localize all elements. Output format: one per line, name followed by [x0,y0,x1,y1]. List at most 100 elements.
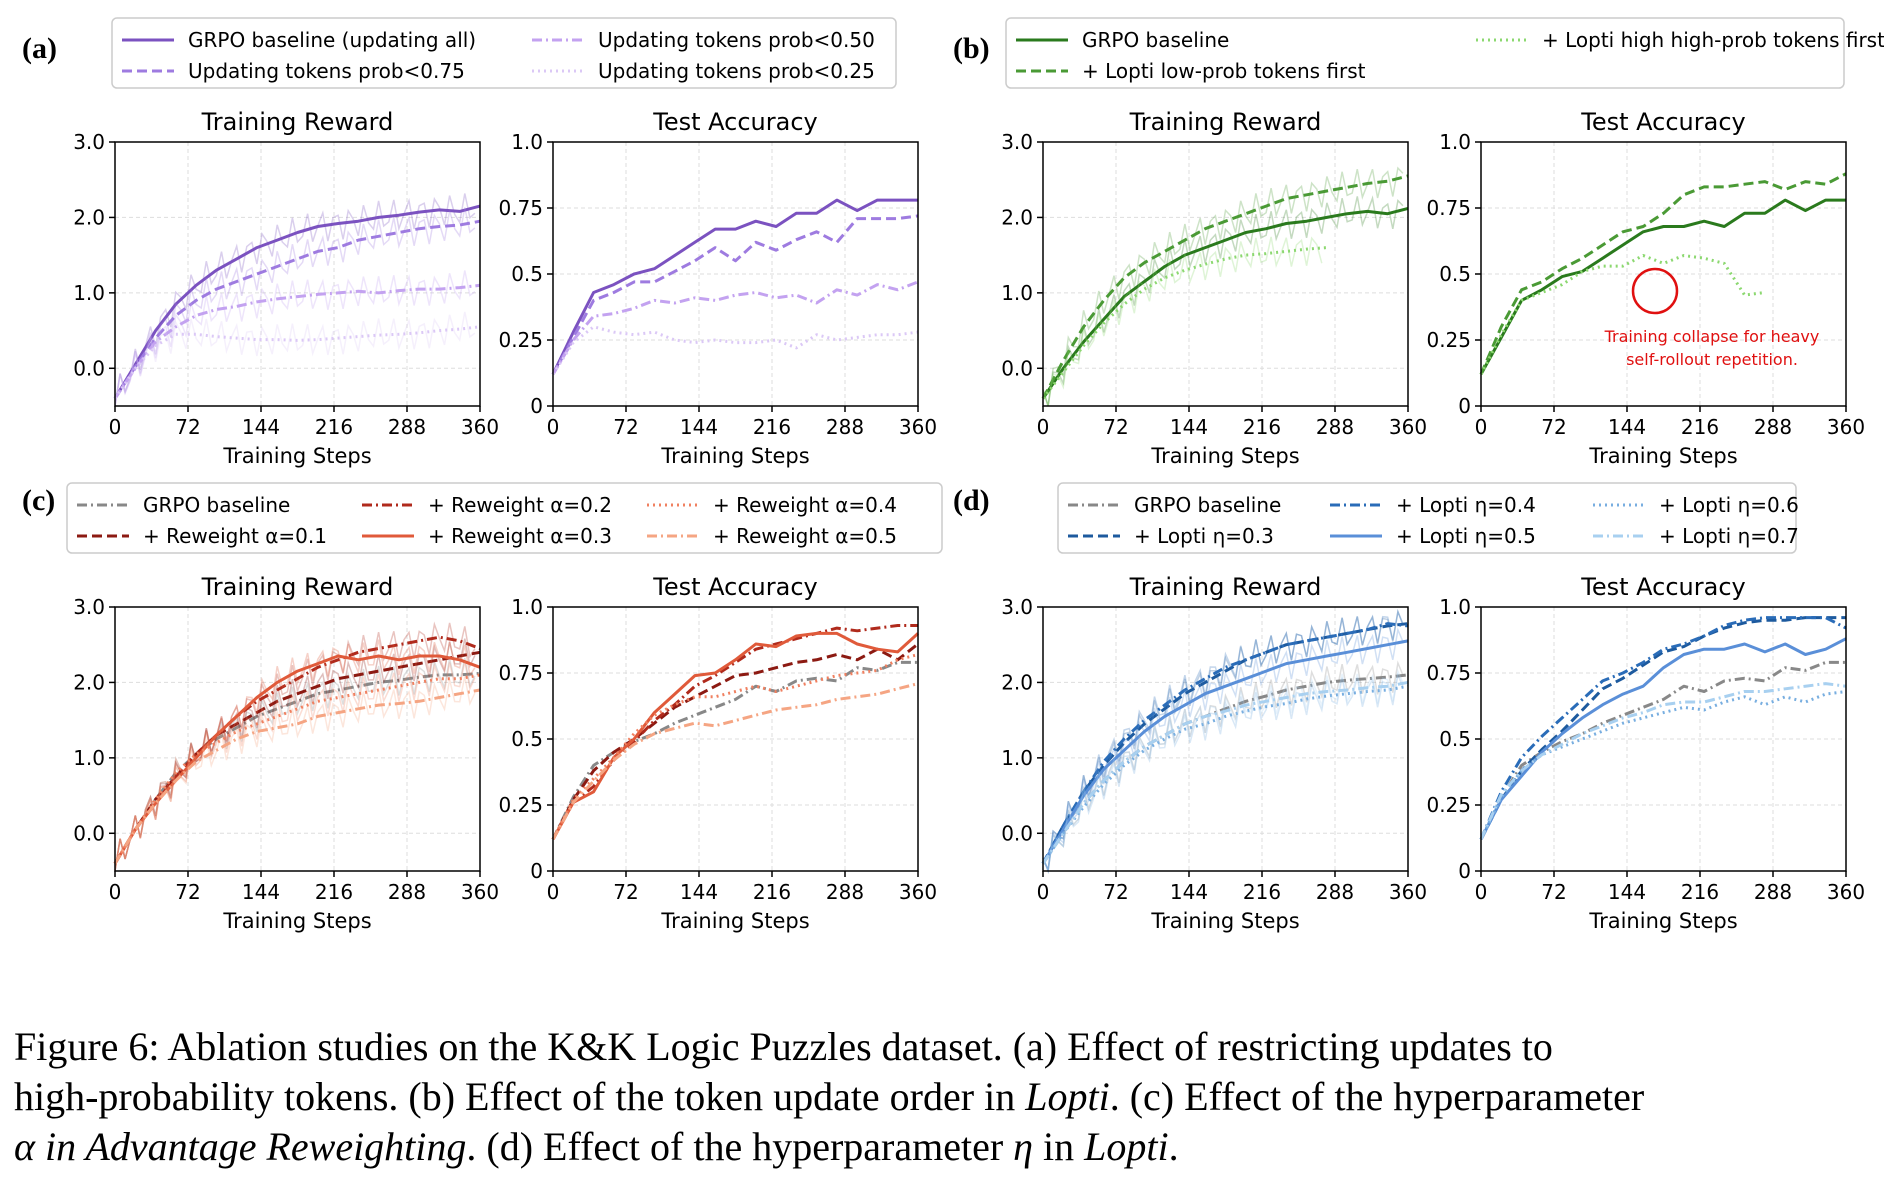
series-line [113,673,481,865]
x-tick-label: 72 [175,880,200,904]
y-tick-label: 0.75 [498,661,543,685]
y-tick-label: 3.0 [73,130,105,154]
caption-symbol: α in [14,1124,86,1169]
x-tick-label: 216 [1243,880,1281,904]
y-tick-label: 0 [1458,859,1471,883]
panel-label: (b) [953,32,990,65]
series-line [551,631,920,841]
x-tick-label: 360 [461,415,499,439]
plot-frame [114,141,481,407]
y-tick-label: 0.0 [1001,821,1033,845]
y-tick-label: 3.0 [73,595,105,619]
series-line [113,204,481,400]
subplot-title: Training Reward [201,573,394,601]
legend-box [1005,17,1845,89]
series-line [1041,206,1409,400]
x-tick-label: 0 [109,415,122,439]
x-tick-label: 72 [1103,880,1128,904]
y-tick-label: 0.25 [1426,328,1471,352]
x-tick-label: 216 [1681,415,1719,439]
x-axis-label: Training Steps [660,909,809,933]
y-tick-label: 0.5 [511,262,543,286]
series-noise [114,657,476,871]
caption-symbol: η [1013,1124,1034,1169]
annotation-text: self-rollout repetition. [1626,350,1798,369]
subplot-title: Test Accuracy [652,108,817,136]
x-tick-label: 216 [1681,880,1719,904]
y-tick-label: 1.0 [73,281,105,305]
series-line [113,219,481,400]
series-line [1479,172,1847,375]
x-tick-label: 144 [680,415,718,439]
caption-emph: Advantage Reweighting [85,1124,467,1169]
caption-line-1: Figure 6: Ablation studies on the K&K Lo… [14,1022,1874,1072]
x-tick-label: 360 [1389,880,1427,904]
x-tick-label: 288 [1316,880,1354,904]
x-axis-label: Training Steps [660,444,809,468]
figure-canvas: (a) GRPO baseline (updating all) Updating … [22,17,1884,933]
figure-caption: Figure 6: Ablation studies on the K&K Lo… [14,1022,1874,1172]
x-axis-label: Training Steps [222,909,371,933]
y-tick-label: 0.0 [73,821,105,845]
x-tick-label: 72 [613,880,638,904]
x-tick-label: 144 [1170,880,1208,904]
caption-emph: Lopti [1025,1074,1110,1119]
y-tick-label: 0.5 [1439,262,1471,286]
legend-label: GRPO baseline [1134,493,1281,517]
legend-box [111,17,897,89]
y-tick-label: 0 [530,859,543,883]
x-axis-label: Training Steps [1588,909,1737,933]
subplot-title: Training Reward [1129,573,1322,601]
x-tick-label: 0 [1475,415,1488,439]
y-tick-label: 2.0 [73,670,105,694]
plot-frame [114,606,481,872]
y-tick-label: 0.25 [498,328,543,352]
y-tick-label: 2.0 [1001,670,1033,694]
y-tick-label: 0.75 [1426,196,1471,220]
y-tick-label: 0 [530,394,543,418]
x-axis-label: Training Steps [1150,444,1299,468]
x-tick-label: 0 [547,415,560,439]
series-line [1479,682,1847,840]
series-noise [114,311,476,407]
x-tick-label: 72 [613,415,638,439]
legend-label: + Reweight α=0.5 [713,524,897,548]
series-line [1041,622,1409,865]
legend-box [66,482,943,554]
series-line [551,682,919,841]
series-line [551,642,919,840]
x-tick-label: 288 [1754,415,1792,439]
x-tick-label: 360 [899,880,937,904]
series-line [113,688,481,865]
series-line [551,198,918,375]
y-tick-label: 0.5 [1439,727,1471,751]
legend-label: + Lopti η=0.5 [1396,524,1536,548]
series-noise [114,193,476,407]
series-line [1479,637,1847,840]
legend-label: + Reweight α=0.4 [713,493,897,517]
y-tick-label: 1.0 [1001,746,1033,770]
x-tick-label: 216 [753,880,791,904]
x-tick-label: 216 [1243,415,1281,439]
legend-label: + Reweight α=0.1 [143,524,327,548]
x-axis-label: Training Steps [1588,444,1737,468]
series-line [551,325,919,376]
series-line [1479,616,1846,840]
series-noise [1042,166,1404,406]
caption-text: . (d) Effect of the hyperparameter [466,1124,1014,1169]
x-tick-label: 0 [1475,880,1488,904]
panel-label: (c) [22,484,55,517]
caption-line-2: high-probability tokens. (b) Effect of t… [14,1072,1874,1122]
series-line [1041,680,1409,865]
y-tick-label: 2.0 [73,205,105,229]
x-tick-label: 288 [388,415,426,439]
legend-label: + Reweight α=0.2 [428,493,612,517]
panel-label: (d) [953,484,990,517]
legend-label: + Lopti low-prob tokens first [1082,59,1366,83]
series-line [1041,174,1409,400]
collapse-circle [1631,267,1679,315]
caption-text: . (c) Effect of the hyperparameter [1109,1074,1645,1119]
series-line [113,325,481,400]
x-tick-label: 288 [388,880,426,904]
x-tick-label: 144 [680,880,718,904]
